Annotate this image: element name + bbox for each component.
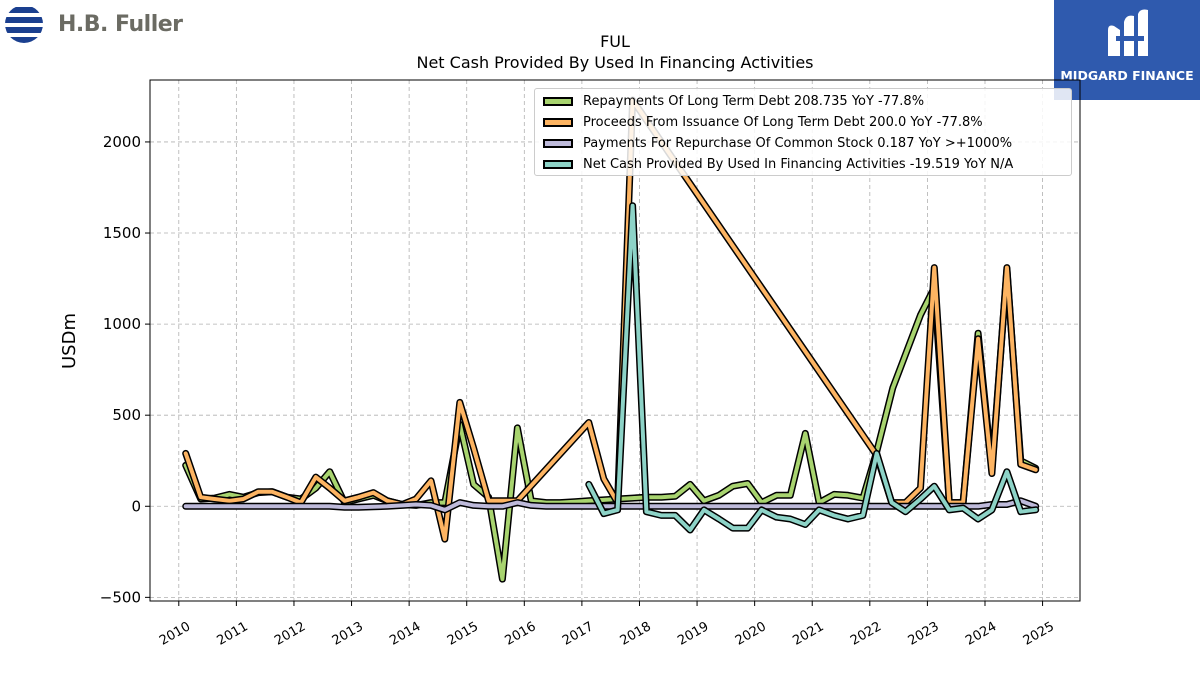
- midgard-logo-icon: [1108, 9, 1148, 57]
- x-tick-label: 2010: [157, 619, 193, 649]
- series-line-repayments-outline: [182, 266, 1040, 583]
- midgard-finance-badge: MIDGARD FINANCE: [1054, 0, 1200, 100]
- legend-swatch-repayments: [543, 96, 573, 106]
- x-tick-label: 2013: [330, 619, 366, 649]
- y-tick-label: 500: [112, 406, 141, 424]
- legend-label-proceeds: Proceeds From Issuance Of Long Term Debt…: [583, 114, 983, 130]
- legend-entry-proceeds: Proceeds From Issuance Of Long Term Debt…: [543, 113, 983, 131]
- y-tick-label: 0: [131, 497, 141, 515]
- plot-frame: [149, 79, 1081, 602]
- series-line-net-cash-stroke: [586, 203, 1038, 532]
- x-tick-label: 2011: [215, 619, 251, 649]
- series-line-repayments-stroke: [183, 267, 1038, 582]
- chart-legend: Repayments Of Long Term Debt 208.735 YoY…: [534, 88, 1072, 176]
- chart-subtitle: Net Cash Provided By Used In Financing A…: [416, 53, 814, 72]
- x-tick-label: 2022: [848, 619, 884, 649]
- x-tick-label: 2014: [387, 619, 423, 649]
- x-tick-label: 2012: [272, 619, 308, 649]
- hb-fuller-logo-icon: [5, 5, 43, 43]
- x-tick-label: 2018: [618, 619, 654, 649]
- x-tick-label: 2024: [963, 619, 999, 649]
- legend-label-repayments: Repayments Of Long Term Debt 208.735 YoY…: [583, 93, 925, 109]
- legend-swatch-repurchase: [543, 138, 573, 148]
- chart-title: FUL: [600, 32, 630, 51]
- y-axis-ticks: −500 0 500 1000 1500 2000: [100, 133, 150, 606]
- y-tick-label: 1500: [103, 224, 141, 242]
- x-tick-label: 2020: [733, 619, 769, 649]
- legend-swatch-net-cash: [543, 159, 573, 169]
- company-logo: H.B. Fuller: [4, 4, 183, 44]
- x-tick-label: 2016: [502, 619, 538, 649]
- legend-swatch-proceeds: [543, 117, 573, 127]
- x-tick-label: 2017: [560, 619, 596, 649]
- x-axis-ticks: 2010 2011 2012 2013 2014 2015 2016 2017 2018 2019…: [157, 601, 1057, 649]
- x-tick-label: 2025: [1021, 619, 1057, 649]
- y-tick-label: 1000: [103, 315, 141, 333]
- legend-entry-repayments: Repayments Of Long Term Debt 208.735 YoY…: [543, 92, 924, 110]
- x-tick-label: 2023: [906, 619, 942, 649]
- legend-label-net-cash: Net Cash Provided By Used In Financing A…: [583, 156, 1014, 172]
- x-tick-label: 2015: [445, 619, 481, 649]
- series-line-repayments: [182, 266, 1040, 583]
- legend-entry-repurchase: Payments For Repurchase Of Common Stock …: [543, 134, 1012, 152]
- y-tick-label: −500: [100, 588, 141, 606]
- y-axis-label: USDm: [59, 313, 80, 369]
- series-lines: [182, 96, 1040, 583]
- legend-label-repurchase: Payments For Repurchase Of Common Stock …: [583, 135, 1013, 151]
- series-line-net-cash: [585, 202, 1040, 534]
- y-tick-label: 2000: [103, 133, 141, 151]
- company-name: H.B. Fuller: [58, 11, 183, 37]
- series-line-proceeds: [182, 96, 1040, 543]
- x-tick-label: 2021: [790, 619, 826, 649]
- legend-entry-net-cash: Net Cash Provided By Used In Financing A…: [543, 155, 1013, 173]
- badge-text: MIDGARD FINANCE: [1060, 68, 1194, 83]
- x-tick-label: 2019: [675, 619, 711, 649]
- series-line-proceeds-stroke: [183, 98, 1038, 542]
